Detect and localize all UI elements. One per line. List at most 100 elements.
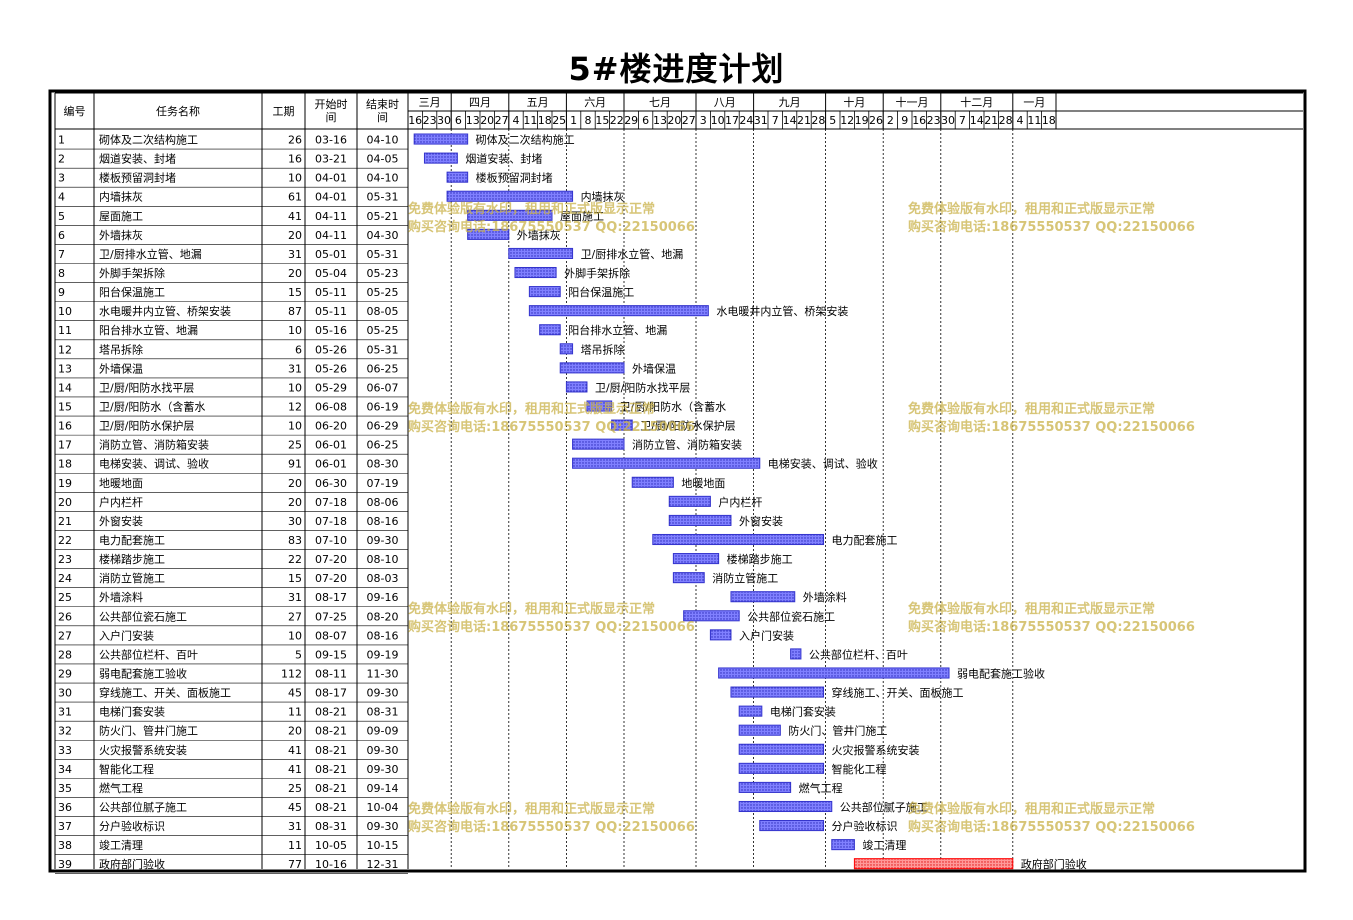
task-id: 29	[58, 667, 72, 680]
task-end: 05-25	[367, 286, 399, 299]
watermark-line1: 免费体验版有水印，租用和正式版显示正常	[908, 601, 1155, 617]
task-start: 06-01	[315, 458, 347, 471]
week-day-label: 11	[1027, 114, 1041, 127]
bar-label: 智能化工程	[832, 762, 887, 776]
task-duration: 45	[288, 801, 302, 814]
week-day-label: 2	[887, 114, 894, 127]
task-name: 外墙保温	[99, 361, 143, 375]
task-duration: 30	[288, 515, 302, 528]
task-duration: 31	[288, 362, 302, 375]
task-end: 08-05	[367, 305, 399, 318]
task-id: 25	[58, 591, 72, 604]
task-duration: 11	[288, 839, 302, 852]
page-title: 5#楼进度计划	[568, 50, 785, 88]
week-day-label: 22	[610, 114, 624, 127]
bar-label: 外脚手架拆除	[564, 266, 630, 280]
task-start: 07-20	[315, 553, 347, 566]
header-end-2: 间	[377, 111, 388, 124]
task-id: 6	[58, 229, 65, 242]
bar-label: 公共部位腻子施工	[840, 800, 928, 814]
week-day-label: 12	[840, 114, 854, 127]
task-start: 06-01	[315, 439, 347, 452]
gantt-bar	[413, 133, 469, 145]
task-name: 防火门、管井门施工	[99, 724, 198, 738]
task-id: 18	[58, 458, 72, 471]
bar-label: 卫/厨/阳防水保护层	[640, 419, 735, 433]
task-end: 09-09	[367, 725, 399, 738]
gantt-bar	[423, 152, 458, 164]
task-end: 09-30	[367, 534, 399, 547]
task-duration: 22	[288, 553, 302, 566]
task-duration: 20	[288, 477, 302, 490]
bar-label: 卫/厨/阳防水（含蓄水	[620, 400, 726, 414]
week-day-label: 28	[999, 114, 1013, 127]
gantt-bar	[446, 171, 469, 183]
gantt-bar	[831, 839, 855, 851]
task-end: 08-31	[367, 706, 399, 719]
gantt-bar	[611, 419, 633, 431]
month-label: 四月	[469, 96, 491, 109]
bar-label: 阳台排水立管、地漏	[568, 323, 667, 337]
week-day-label: 16	[912, 114, 926, 127]
watermark-line2: 购买咨询电话:18675550537 QQ:22150066	[908, 619, 1195, 635]
week-day-label: 31	[754, 114, 768, 127]
watermark-line1: 免费体验版有水印，租用和正式版显示正常	[408, 201, 655, 217]
task-id: 27	[58, 629, 72, 642]
task-id: 14	[58, 381, 72, 394]
task-duration: 27	[288, 610, 302, 623]
task-name: 楼板预留洞封堵	[99, 171, 176, 185]
task-start: 06-30	[315, 477, 347, 490]
task-start: 08-21	[315, 801, 347, 814]
task-name: 分户验收标识	[99, 819, 165, 833]
task-start: 04-11	[315, 229, 347, 242]
watermark-line2: 购买咨询电话:18675550537 QQ:22150066	[908, 419, 1195, 435]
week-day-label: 13	[466, 114, 480, 127]
task-duration: 31	[288, 591, 302, 604]
task-end: 05-31	[367, 343, 399, 356]
header-duration: 工期	[273, 105, 295, 118]
gantt-bar	[528, 286, 561, 298]
month-label: 八月	[714, 96, 736, 109]
gantt-bar	[790, 648, 802, 660]
week-day-label: 11	[523, 114, 537, 127]
bar-label: 屋面施工	[560, 210, 604, 223]
week-day-label: 5	[829, 114, 836, 127]
task-end: 08-16	[367, 629, 399, 642]
gantt-bar	[528, 305, 709, 317]
bar-label: 卫/厨/阳防水找平层	[595, 380, 690, 394]
task-id: 19	[58, 477, 72, 490]
week-day-label: 7	[959, 114, 966, 127]
week-day-label: 23	[927, 114, 941, 127]
gantt-bar	[631, 476, 674, 488]
task-id: 16	[58, 420, 72, 433]
week-day-label: 6	[455, 114, 462, 127]
bar-label: 电梯门套安装	[770, 705, 836, 719]
task-name: 水电暖井内立管、桥架安装	[99, 304, 231, 318]
task-duration: 61	[288, 191, 302, 204]
task-start: 08-07	[315, 629, 347, 642]
task-duration: 20	[288, 496, 302, 509]
week-day-label: 27	[495, 114, 509, 127]
task-duration: 83	[288, 534, 302, 547]
task-end: 08-03	[367, 572, 399, 585]
header-id: 编号	[64, 104, 86, 118]
task-id: 13	[58, 362, 72, 375]
task-name: 户内栏杆	[99, 495, 143, 509]
task-end: 04-10	[367, 134, 399, 147]
task-name: 卫/厨/阳防水保护层	[99, 419, 194, 433]
task-name: 竣工清理	[99, 838, 143, 852]
task-end: 06-29	[367, 420, 399, 433]
task-name: 外脚手架拆除	[99, 266, 165, 280]
task-duration: 6	[295, 343, 302, 356]
task-id: 5	[58, 210, 65, 223]
task-start: 05-11	[315, 286, 347, 299]
task-end: 12-31	[367, 858, 399, 871]
gantt-bar	[738, 724, 781, 736]
gantt-bar	[759, 820, 825, 832]
gantt-bar	[738, 762, 825, 774]
task-end: 08-20	[367, 610, 399, 623]
week-day-label: 14	[783, 114, 797, 127]
gantt-bar	[539, 324, 561, 336]
task-end: 06-19	[367, 401, 399, 414]
watermark-line2: 购买咨询电话:18675550537 QQ:22150066	[408, 819, 695, 835]
